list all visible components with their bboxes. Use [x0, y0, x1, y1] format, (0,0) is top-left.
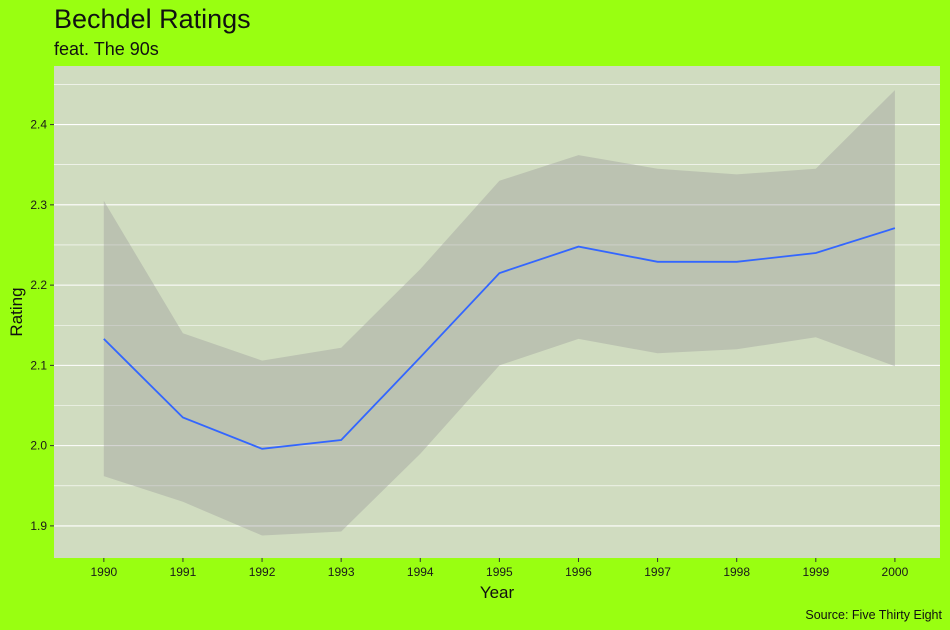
x-tick-label: 1991	[170, 565, 197, 579]
y-tick-label: 2.0	[30, 439, 47, 453]
data-point	[735, 260, 739, 264]
plot-panel	[54, 66, 940, 558]
data-point	[577, 245, 581, 249]
x-axis-ticks: 1990 1991 1992 1993 1994 1995 1996 1997 1998 1999…	[90, 558, 909, 579]
data-point	[102, 337, 106, 341]
x-axis-title: Year	[480, 583, 515, 602]
x-tick-label: 1998	[723, 565, 750, 579]
data-point	[814, 251, 818, 255]
series-line-layer	[102, 226, 897, 451]
y-tick-label: 2.4	[30, 118, 47, 132]
y-tick-label: 2.3	[30, 198, 47, 212]
x-tick-label: 1992	[249, 565, 276, 579]
x-tick-label: 1993	[328, 565, 355, 579]
data-point	[260, 447, 264, 451]
y-axis-title: Rating	[7, 287, 26, 336]
y-axis-ticks: 1.9 2.0 2.1 2.2 2.3 2.4	[30, 118, 54, 533]
x-tick-label: 1997	[644, 565, 671, 579]
data-point	[339, 438, 343, 442]
y-tick-label: 2.1	[30, 358, 47, 372]
series-line	[103, 227, 896, 450]
data-point	[418, 355, 422, 359]
grid-lines	[54, 84, 940, 527]
y-tick-label: 2.2	[30, 278, 47, 292]
confidence-band	[103, 90, 895, 536]
data-point	[497, 271, 501, 275]
data-point	[181, 416, 185, 420]
chart-caption: Source: Five Thirty Eight	[805, 608, 942, 622]
x-tick-label: 1999	[802, 565, 829, 579]
chart-subtitle: feat. The 90s	[54, 39, 159, 59]
confidence-band-layer	[103, 90, 895, 536]
x-tick-label: 1994	[407, 565, 434, 579]
x-tick-label: 1996	[565, 565, 592, 579]
y-tick-label: 1.9	[30, 519, 47, 533]
x-tick-label: 2000	[882, 565, 909, 579]
data-point	[656, 260, 660, 264]
x-tick-label: 1995	[486, 565, 513, 579]
chart-title: Bechdel Ratings	[54, 4, 251, 34]
x-tick-label: 1990	[90, 565, 117, 579]
data-point	[893, 226, 897, 230]
